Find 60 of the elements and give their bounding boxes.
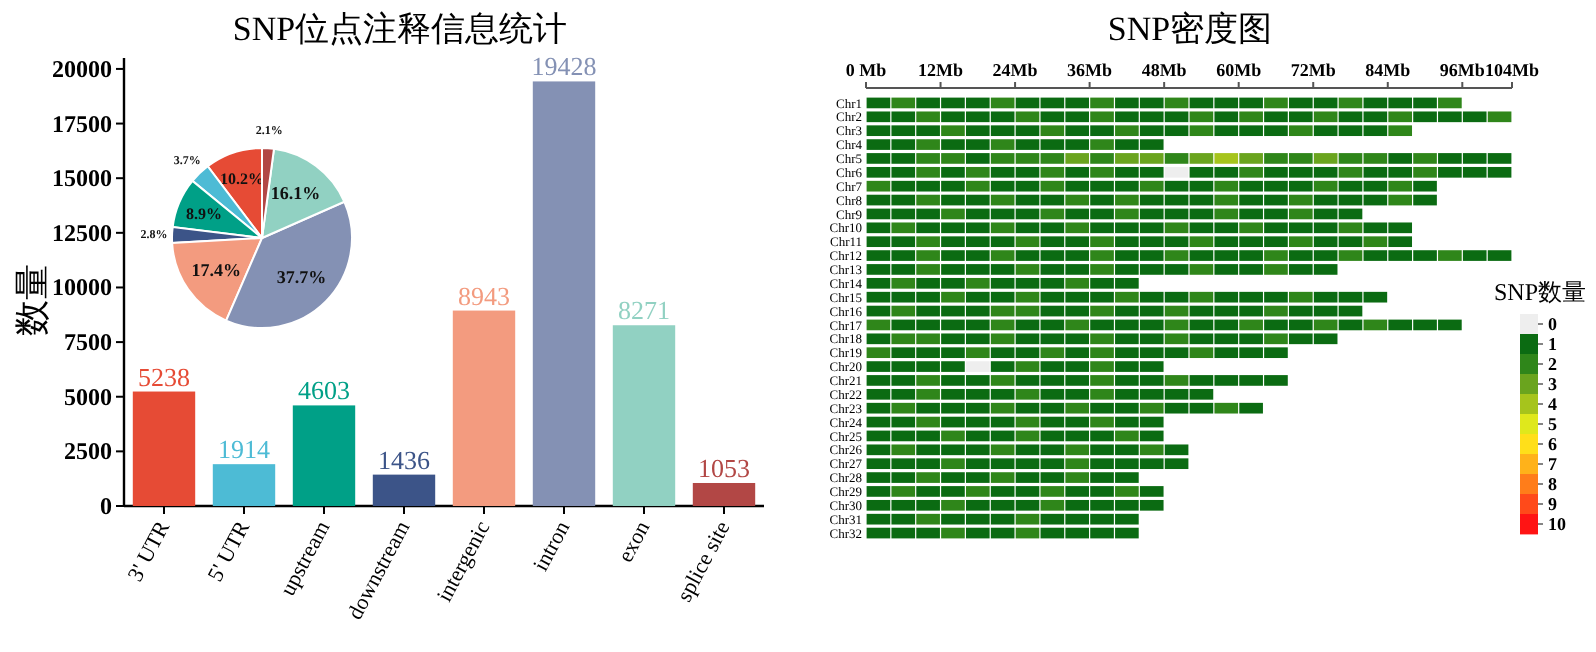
bar [692,482,756,506]
bar [212,464,276,506]
color-bar-label: 3 [1548,374,1558,394]
data-label: 10.2% [219,169,264,188]
x-tick-label: 60Mb [1216,60,1262,80]
x-tick-label: 96Mb [1439,60,1485,80]
data-label: 17.4% [191,259,241,280]
chart-title: SNP位点注释信息统计 [232,10,568,48]
x-tick-label: 3' UTR [123,516,176,586]
x-tick-label: splice site [673,517,736,606]
data-label: 8.9% [186,204,223,223]
bar [132,391,196,506]
y-tick-label: 10000 [52,273,112,302]
x-tick-label: 5' UTR [203,516,256,586]
x-tick-label: 48Mb [1141,60,1187,80]
y-tick-label: 20000 [52,54,112,83]
y-axis-title: 数量 [12,264,52,336]
color-bar-label: 0 [1548,314,1558,334]
data-label: 1436 [378,444,431,475]
data-label: 5238 [138,361,190,392]
bar [452,310,516,506]
y-tick-label: 0 [100,492,112,520]
color-bar-label: 9 [1548,494,1558,514]
y-tick-label: 12500 [52,218,112,247]
color-bar-label: 7 [1548,454,1558,474]
bar [612,325,676,506]
data-label: 1053 [698,452,750,483]
data-label: 37.7% [276,267,327,288]
x-tick-label: intron [529,516,576,576]
data-label: 19428 [531,51,597,82]
bar [532,81,596,506]
color-bar-label: 6 [1548,434,1558,454]
bar [372,474,436,506]
y-tick-label: 15000 [52,164,112,193]
data-label: 4603 [298,375,350,406]
x-tick-label: 84Mb [1365,60,1411,80]
y-tick-label: 2500 [64,437,112,466]
data-label: 1914 [218,434,271,465]
data-label: 8271 [618,295,670,326]
y-tick-label: 7500 [64,328,112,357]
x-tick-label: 0 Mb [845,60,887,80]
x-tick-label: 104Mb [1485,60,1539,80]
x-tick-label: 24Mb [992,60,1038,80]
color-bar-label: 5 [1548,414,1558,434]
color-bar-label: 1 [1548,334,1558,354]
color-bar-label: 8 [1548,474,1558,494]
data-label: 16.1% [270,183,321,204]
x-tick-label: 72Mb [1290,60,1336,80]
data-label: 8943 [458,280,510,311]
bar [292,405,356,506]
color-bar-label: 10 [1548,514,1567,534]
x-tick-label: 12Mb [918,60,964,80]
chart-title: SNP密度图 [1107,10,1273,48]
y-tick-label: 5000 [64,382,112,411]
color-bar-title: SNP数量 [1493,278,1587,306]
y-tick-label: 17500 [52,109,112,138]
color-bar-label: 2 [1548,354,1558,374]
color-bar-label: 4 [1548,394,1558,414]
x-tick-label: exon [614,516,656,567]
x-tick-label: 36Mb [1067,60,1113,80]
